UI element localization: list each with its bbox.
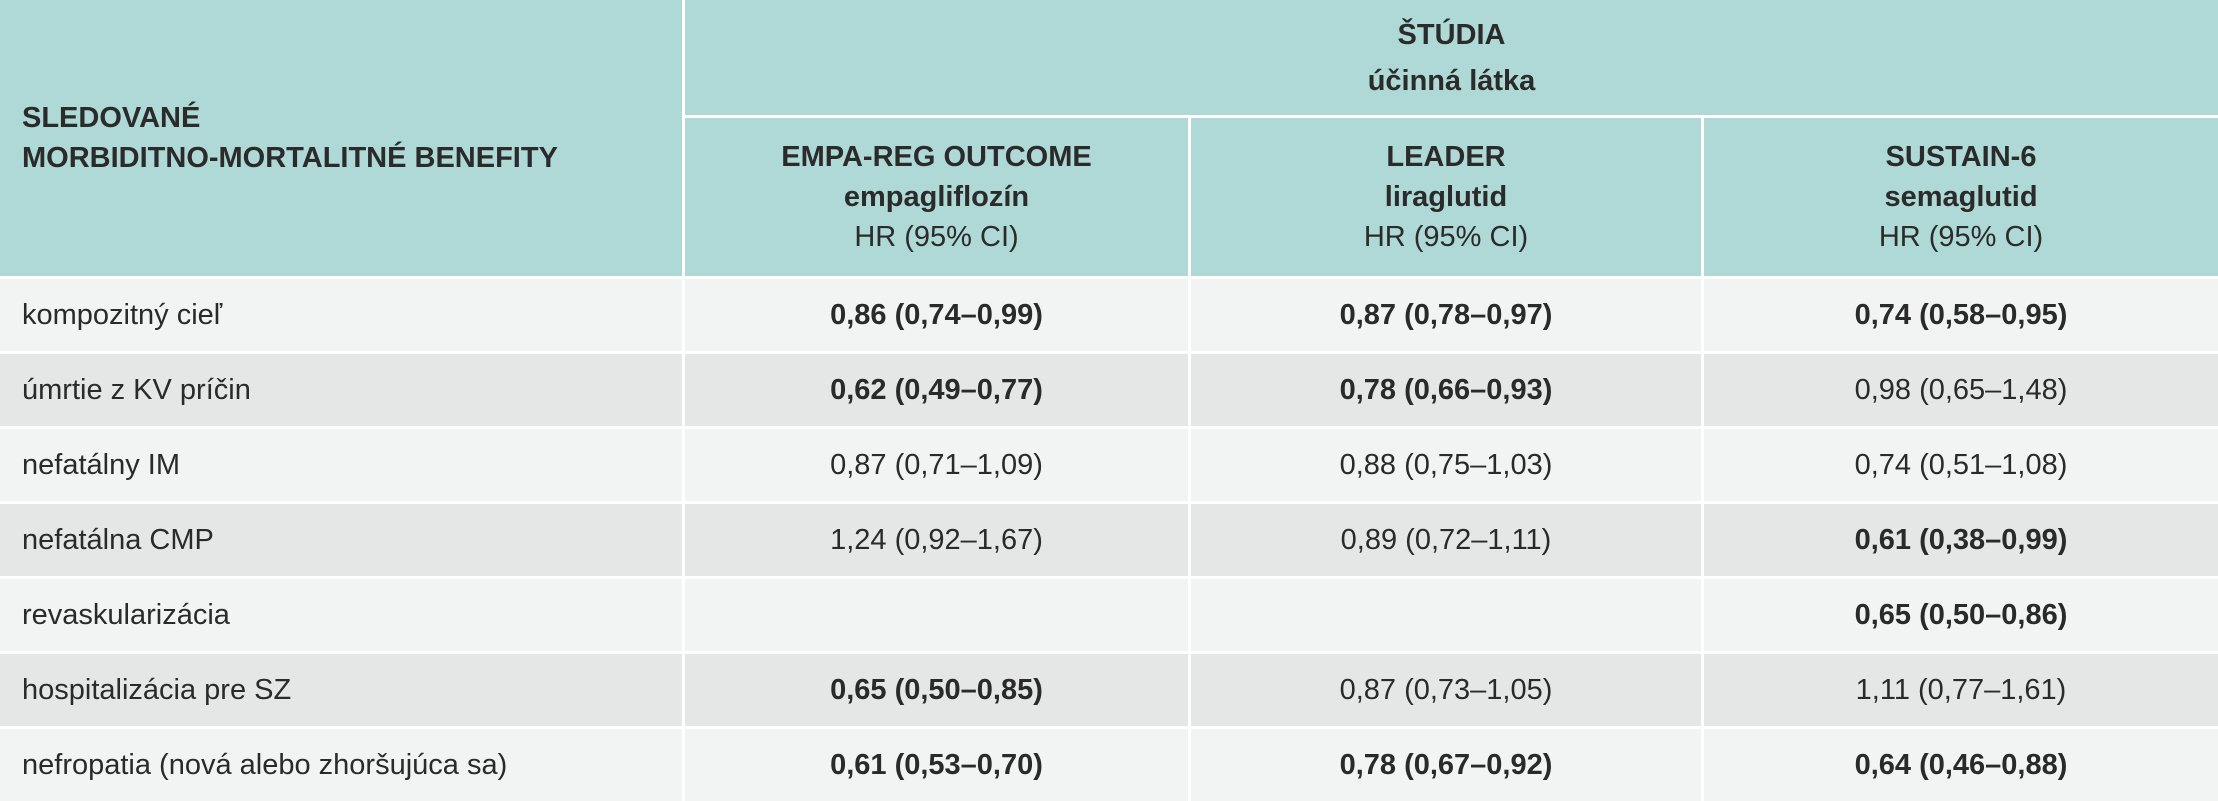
header-row-group: SLEDOVANÉ MORBIDITNO-MORTALITNÉ BENEFITY… <box>0 0 2218 276</box>
study-metric: HR (95% CI) <box>854 221 1019 253</box>
study-header-empa-reg: EMPA-REG OUTCOME empagliflozín HR (95% C… <box>682 115 1188 276</box>
hr-cell: 0,74 (0,58–0,95) <box>1701 276 2218 351</box>
study-name: LEADER <box>1386 141 1506 173</box>
row-label-header: SLEDOVANÉ MORBIDITNO-MORTALITNÉ BENEFITY <box>0 0 682 276</box>
study-group-title: ŠTÚDIA <box>1397 18 1506 51</box>
table-row: nefatálny IM 0,87 (0,71–1,09) 0,88 (0,75… <box>0 426 2218 501</box>
table-row: úmrtie z KV príčin 0,62 (0,49–0,77) 0,78… <box>0 351 2218 426</box>
hr-cell: 0,87 (0,71–1,09) <box>682 426 1188 501</box>
row-label: úmrtie z KV príčin <box>0 351 682 426</box>
hr-cell: 0,87 (0,78–0,97) <box>1188 276 1701 351</box>
study-name: EMPA-REG OUTCOME <box>781 141 1092 173</box>
study-drug: empagliflozín <box>843 181 1030 213</box>
table-row: revaskularizácia 0,65 (0,50–0,86) <box>0 576 2218 651</box>
row-label-header-line1: SLEDOVANÉ <box>22 102 201 134</box>
hr-cell <box>682 576 1188 651</box>
hr-cell: 0,89 (0,72–1,11) <box>1188 501 1701 576</box>
hr-cell: 0,61 (0,53–0,70) <box>682 726 1188 801</box>
row-label: nefatálna CMP <box>0 501 682 576</box>
hr-cell <box>1188 576 1701 651</box>
study-header-sustain-6: SUSTAIN-6 semaglutid HR (95% CI) <box>1701 115 2218 276</box>
table-body: kompozitný cieľ 0,86 (0,74–0,99) 0,87 (0… <box>0 276 2218 801</box>
hr-cell: 0,78 (0,67–0,92) <box>1188 726 1701 801</box>
table-row: hospitalizácia pre SZ 0,65 (0,50–0,85) 0… <box>0 651 2218 726</box>
hr-cell: 0,74 (0,51–1,08) <box>1701 426 2218 501</box>
hr-cell: 0,86 (0,74–0,99) <box>682 276 1188 351</box>
row-label: nefatálny IM <box>0 426 682 501</box>
hr-cell: 0,78 (0,66–0,93) <box>1188 351 1701 426</box>
row-label: hospitalizácia pre SZ <box>0 651 682 726</box>
row-label: kompozitný cieľ <box>0 276 682 351</box>
study-drug: liraglutid <box>1384 181 1508 213</box>
hr-cell: 0,61 (0,38–0,99) <box>1701 501 2218 576</box>
hr-cell: 0,88 (0,75–1,03) <box>1188 426 1701 501</box>
hr-cell: 0,98 (0,65–1,48) <box>1701 351 2218 426</box>
hr-cell: 1,24 (0,92–1,67) <box>682 501 1188 576</box>
study-group-header: ŠTÚDIA účinná látka <box>682 0 2218 115</box>
table-header: SLEDOVANÉ MORBIDITNO-MORTALITNÉ BENEFITY… <box>0 0 2218 276</box>
header-row-studies: EMPA-REG OUTCOME empagliflozín HR (95% C… <box>0 115 2218 276</box>
study-metric: HR (95% CI) <box>1878 221 2044 253</box>
study-drug: semaglutid <box>1884 181 2038 213</box>
row-label-header-line2: MORBIDITNO-MORTALITNÉ BENEFITY <box>22 142 558 174</box>
study-name: SUSTAIN-6 <box>1885 141 2037 173</box>
study-header-leader: LEADER liraglutid HR (95% CI) <box>1188 115 1701 276</box>
table-row: nefatálna CMP 1,24 (0,92–1,67) 0,89 (0,7… <box>0 501 2218 576</box>
hr-cell: 0,65 (0,50–0,85) <box>682 651 1188 726</box>
study-group-subtitle: účinná látka <box>1367 64 1536 97</box>
hr-cell: 0,87 (0,73–1,05) <box>1188 651 1701 726</box>
row-label: revaskularizácia <box>0 576 682 651</box>
hr-cell: 0,64 (0,46–0,88) <box>1701 726 2218 801</box>
table-row: kompozitný cieľ 0,86 (0,74–0,99) 0,87 (0… <box>0 276 2218 351</box>
table-row: nefropatia (nová alebo zhoršujúca sa) 0,… <box>0 726 2218 801</box>
hr-cell: 0,65 (0,50–0,86) <box>1701 576 2218 651</box>
hr-cell: 0,62 (0,49–0,77) <box>682 351 1188 426</box>
study-metric: HR (95% CI) <box>1363 221 1529 253</box>
row-label: nefropatia (nová alebo zhoršujúca sa) <box>0 726 682 801</box>
hr-cell: 1,11 (0,77–1,61) <box>1701 651 2218 726</box>
